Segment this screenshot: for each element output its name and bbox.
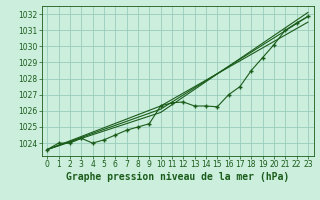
X-axis label: Graphe pression niveau de la mer (hPa): Graphe pression niveau de la mer (hPa) — [66, 172, 289, 182]
